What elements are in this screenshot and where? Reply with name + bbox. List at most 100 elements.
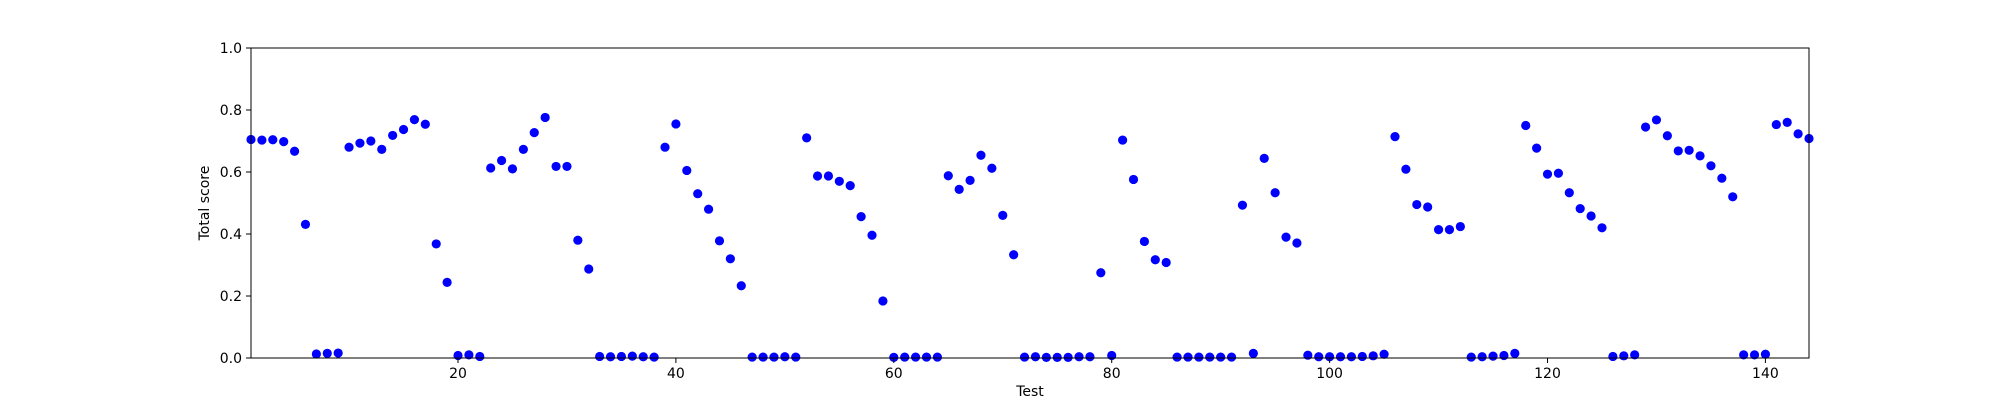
data-point: [1553, 168, 1564, 178]
data-points: [246, 112, 1814, 362]
data-point: [464, 350, 474, 360]
data-point: [1423, 202, 1433, 212]
data-point: [616, 351, 627, 362]
data-point: [1695, 151, 1705, 161]
data-point: [300, 219, 311, 229]
data-point: [507, 164, 518, 174]
data-point: [1009, 250, 1019, 260]
data-point: [1248, 348, 1258, 358]
data-point: [802, 133, 812, 143]
data-point: [1030, 352, 1041, 362]
data-point: [562, 161, 572, 172]
data-point: [954, 184, 964, 194]
data-point: [518, 144, 528, 154]
data-point: [475, 351, 485, 362]
data-point: [1183, 352, 1193, 362]
data-point: [268, 135, 278, 145]
data-point: [1717, 173, 1727, 183]
data-point: [1771, 119, 1781, 130]
data-point: [932, 352, 942, 362]
data-point: [1325, 352, 1335, 362]
data-point: [878, 296, 888, 306]
data-point: [1259, 153, 1269, 163]
data-point: [595, 351, 605, 362]
y-tick-label: 0.8: [220, 103, 242, 119]
y-axis-ticks: 0.0 0.2 0.4 0.6 0.8 1.0: [220, 41, 251, 367]
data-point: [834, 176, 844, 186]
data-point: [1499, 350, 1509, 361]
x-tick-label: 80: [1103, 366, 1121, 382]
data-point: [1096, 268, 1106, 278]
data-point: [1074, 352, 1084, 362]
data-point: [769, 352, 779, 362]
data-point: [344, 142, 354, 152]
data-point: [867, 230, 877, 240]
data-point: [573, 235, 583, 245]
data-point: [529, 128, 539, 138]
data-point: [1739, 350, 1749, 360]
data-point: [1118, 135, 1128, 145]
data-point: [333, 348, 343, 358]
data-point: [1052, 352, 1062, 362]
data-point: [1793, 129, 1803, 139]
data-point: [1455, 221, 1465, 232]
data-point: [496, 155, 507, 166]
data-point: [355, 138, 365, 148]
y-tick-label: 0.6: [220, 165, 242, 181]
data-point: [1063, 352, 1073, 362]
data-point: [987, 163, 997, 173]
data-point: [1281, 232, 1291, 242]
data-point: [998, 210, 1008, 220]
data-point: [1760, 349, 1771, 359]
data-point: [758, 352, 768, 362]
data-point: [1477, 352, 1487, 362]
data-point: [1673, 146, 1683, 156]
data-point: [388, 130, 398, 141]
data-point: [791, 352, 801, 362]
data-point: [289, 146, 300, 156]
y-axis-label: Total score: [197, 166, 213, 242]
data-point: [747, 352, 757, 362]
data-point: [1564, 188, 1574, 198]
data-point: [366, 136, 376, 146]
data-point: [921, 352, 932, 362]
data-point: [1357, 351, 1367, 362]
data-point: [1488, 351, 1498, 361]
data-point: [845, 181, 855, 191]
data-point: [1019, 352, 1030, 362]
data-point: [1662, 131, 1672, 141]
data-point: [671, 119, 681, 129]
data-point: [736, 281, 746, 291]
data-point: [431, 239, 441, 249]
x-tick-label: 120: [1534, 366, 1561, 382]
x-tick-label: 140: [1752, 366, 1779, 382]
data-point: [1619, 351, 1629, 361]
y-tick-label: 1.0: [220, 41, 242, 57]
data-point: [486, 163, 496, 173]
data-point: [442, 277, 452, 287]
data-point: [976, 150, 986, 160]
data-point: [911, 352, 921, 362]
data-point: [322, 348, 332, 358]
data-point: [1194, 352, 1204, 362]
data-point: [1749, 350, 1760, 360]
data-point: [627, 351, 637, 361]
data-point: [1782, 117, 1792, 127]
data-point: [1379, 349, 1389, 359]
data-point: [1597, 223, 1607, 233]
data-point: [780, 352, 790, 362]
data-point: [856, 212, 866, 222]
data-point: [1041, 352, 1051, 362]
data-point: [1226, 352, 1237, 362]
data-point: [551, 161, 561, 172]
x-tick-label: 100: [1316, 366, 1343, 382]
data-point: [1368, 351, 1378, 361]
data-point: [1651, 115, 1662, 125]
data-point: [1292, 238, 1302, 248]
data-point: [812, 171, 823, 181]
data-point: [1706, 161, 1716, 171]
data-point: [693, 189, 703, 199]
data-point: [409, 115, 420, 125]
data-point: [1314, 352, 1324, 362]
data-point: [889, 352, 899, 362]
